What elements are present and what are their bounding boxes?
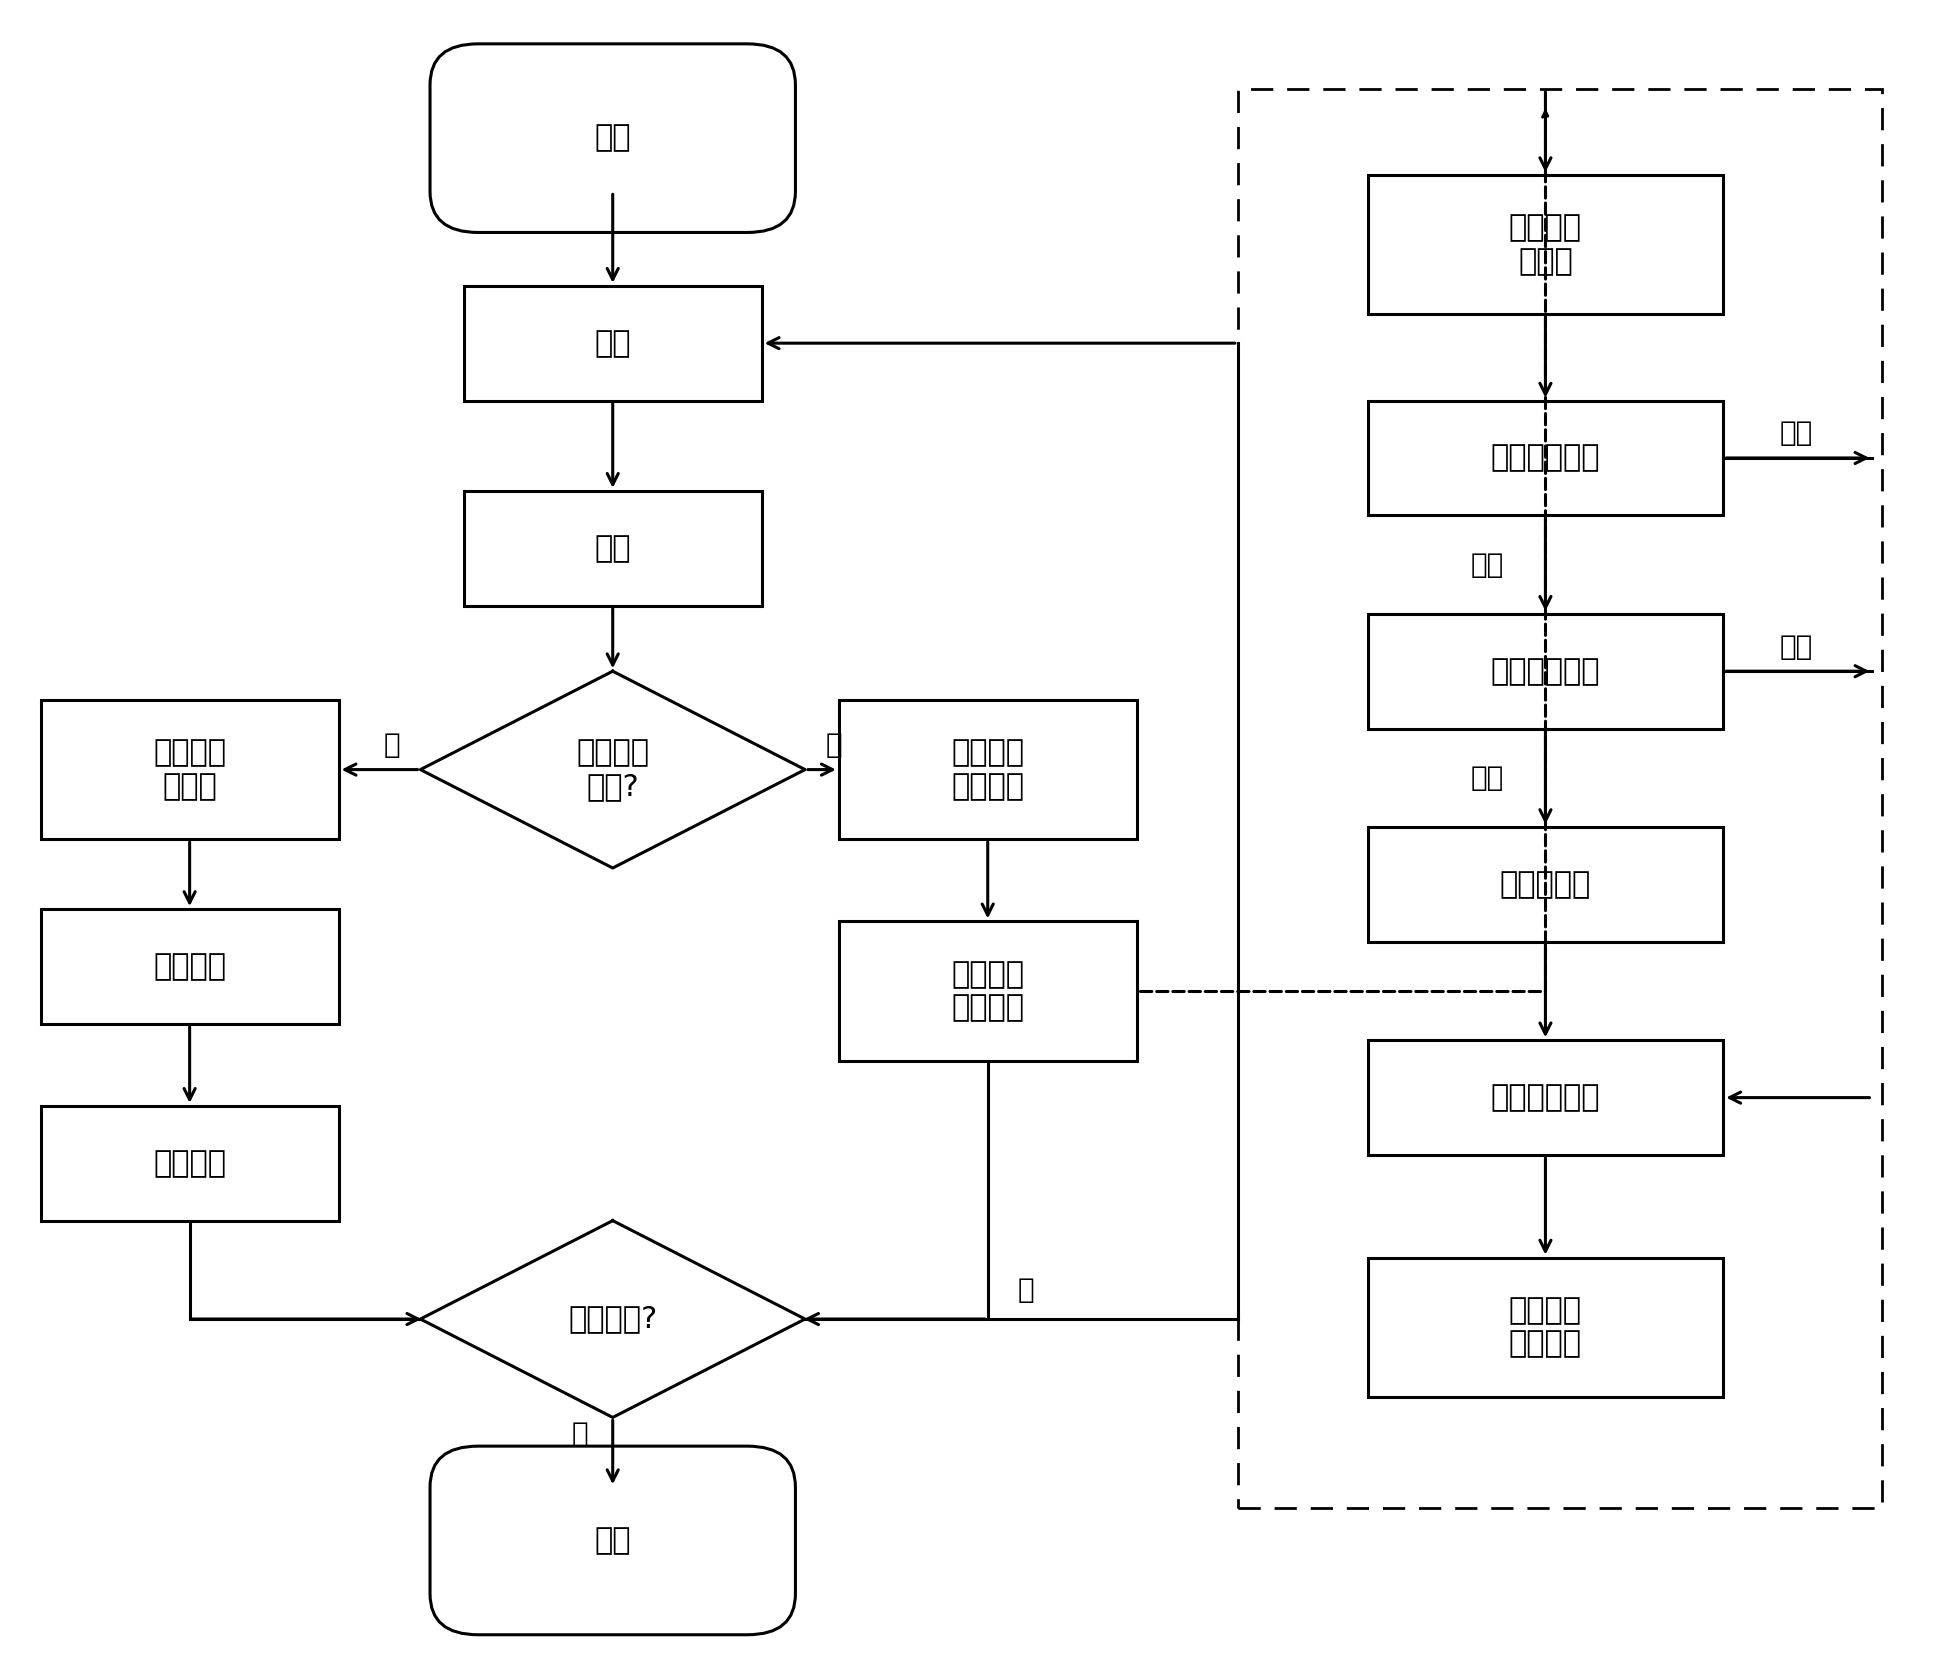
Text: 结束: 结束 [595,1527,631,1555]
Text: 否: 否 [1017,1275,1034,1303]
Text: 开始: 开始 [595,124,631,152]
FancyBboxPatch shape [41,910,339,1024]
Text: 取指: 取指 [595,329,631,357]
FancyBboxPatch shape [430,45,796,233]
Text: 是: 是 [571,1419,589,1447]
Text: 是: 是 [825,731,843,759]
Polygon shape [420,1221,806,1417]
Text: 命中: 命中 [1780,632,1813,660]
Text: 指令执行: 指令执行 [153,953,227,981]
FancyBboxPatch shape [1368,400,1724,516]
Text: 访问寄存
器单元: 访问寄存 器单元 [153,738,227,801]
FancyBboxPatch shape [1368,1040,1724,1154]
Text: 访问私有缓存: 访问私有缓存 [1491,443,1600,473]
Text: 程序结束?: 程序结束? [568,1305,657,1333]
Text: 发送内存
拷贝单元: 发送内存 拷贝单元 [951,738,1025,801]
Text: 命中: 命中 [1780,420,1813,447]
FancyBboxPatch shape [1368,614,1724,729]
Text: 译码: 译码 [595,534,631,562]
FancyBboxPatch shape [41,700,339,839]
FancyBboxPatch shape [41,1107,339,1221]
Text: 结果写回: 结果写回 [153,1150,227,1178]
Text: 否: 否 [384,731,399,759]
Text: 读源地址
的数据: 读源地址 的数据 [1509,213,1583,276]
Text: 访问存储器: 访问存储器 [1499,870,1590,898]
Text: 数据取回内核: 数据取回内核 [1491,1083,1600,1111]
Text: 内存拷贝
指令执行: 内存拷贝 指令执行 [951,959,1025,1022]
Text: 数据写入
目的地址: 数据写入 目的地址 [1509,1297,1583,1358]
FancyBboxPatch shape [463,491,761,605]
Text: 失效: 失效 [1470,764,1505,792]
FancyBboxPatch shape [463,286,761,400]
FancyBboxPatch shape [839,700,1137,839]
FancyBboxPatch shape [430,1446,796,1634]
FancyBboxPatch shape [1368,827,1724,941]
FancyBboxPatch shape [1368,1257,1724,1398]
Text: 内存拷贝
指令?: 内存拷贝 指令? [575,738,649,801]
Text: 访问共享缓存: 访问共享缓存 [1491,657,1600,686]
Polygon shape [420,672,806,868]
FancyBboxPatch shape [1368,175,1724,314]
Text: 失效: 失效 [1470,551,1505,579]
FancyBboxPatch shape [839,921,1137,1060]
